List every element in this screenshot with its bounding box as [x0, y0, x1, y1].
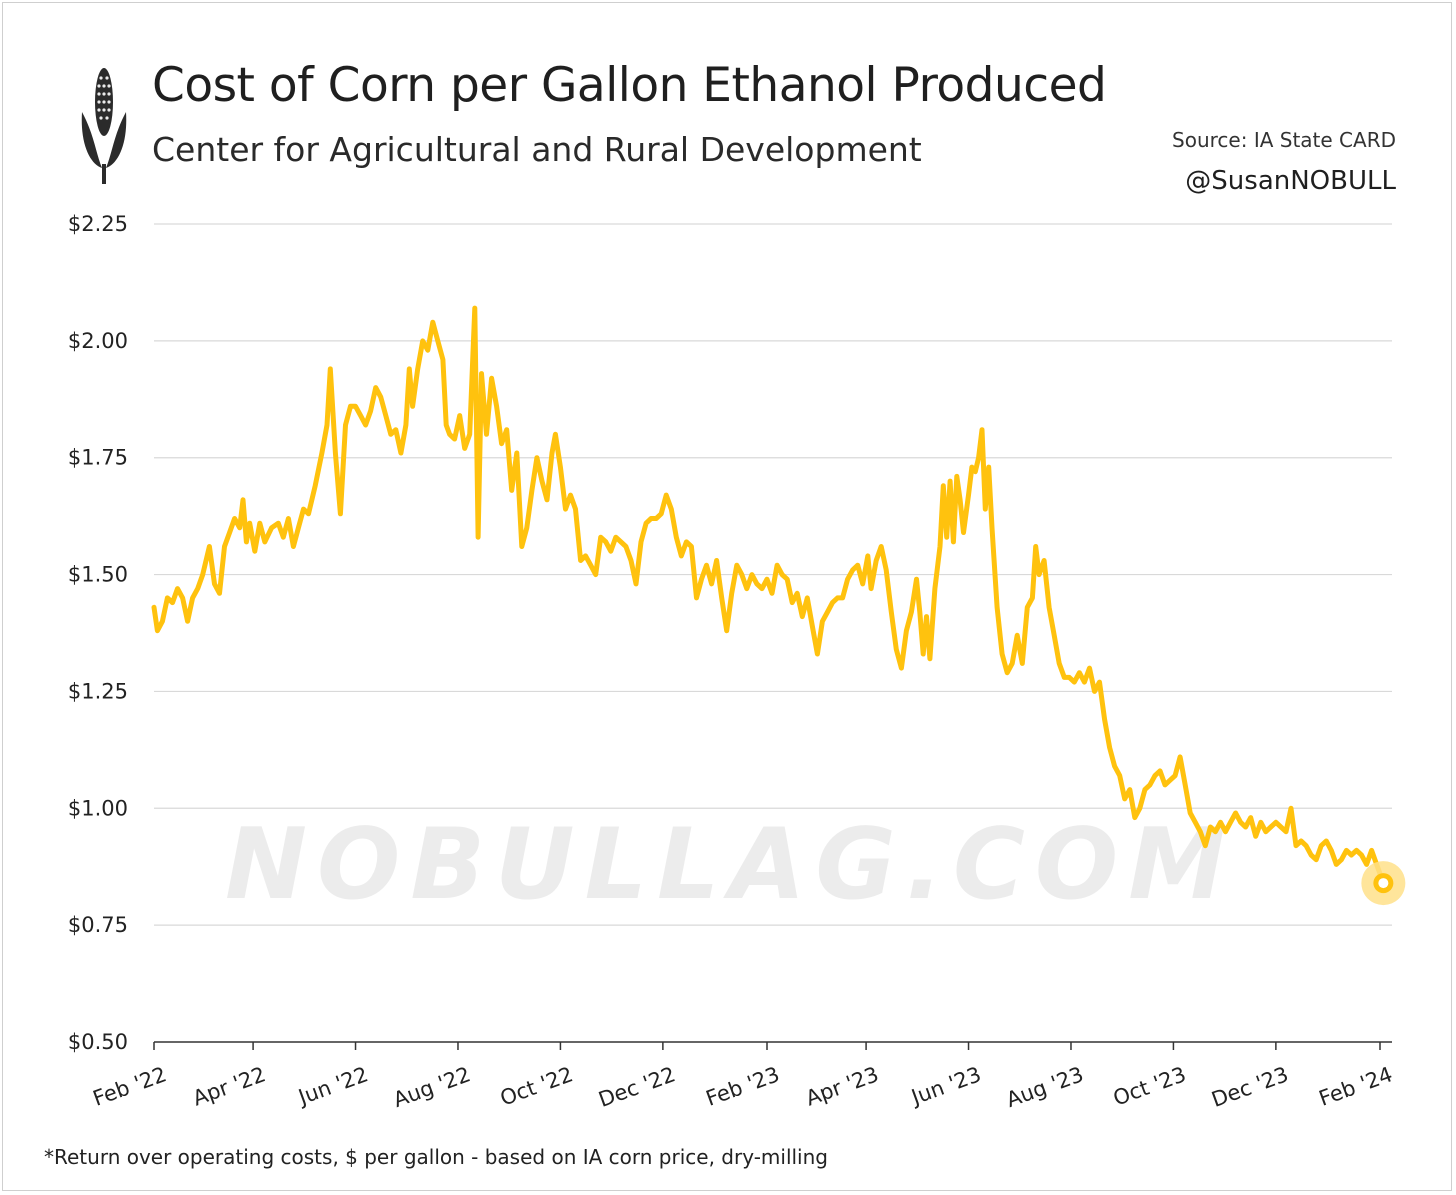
x-tick-label: Jun '23: [907, 1062, 985, 1110]
x-tick-label: Feb '22: [90, 1062, 170, 1111]
x-tick-label: Oct '23: [1110, 1062, 1189, 1110]
series-layer: [151, 305, 1406, 906]
x-tick-label: Apr '23: [803, 1062, 882, 1110]
x-tick-label: Apr '22: [190, 1062, 269, 1110]
y-tick-label: $1.00: [68, 796, 128, 820]
x-tick-label: Feb '24: [1316, 1062, 1396, 1111]
source-label: Source: IA State CARD: [1172, 128, 1396, 152]
y-tick-label: $1.25: [68, 679, 128, 703]
x-tick-label: Oct '22: [497, 1062, 576, 1110]
x-tick-label: Feb '23: [703, 1062, 783, 1111]
y-tick-label: $2.00: [68, 329, 128, 353]
x-tick-label: Aug '22: [390, 1062, 474, 1112]
watermark: NOBULLAG.COM: [225, 808, 1236, 922]
x-tick-label: Dec '23: [1208, 1062, 1291, 1112]
footnote: *Return over operating costs, $ per gall…: [44, 1145, 828, 1169]
y-tick-label: $2.25: [68, 212, 128, 236]
author-handle: @SusanNOBULL: [1185, 166, 1396, 196]
corn-icon: [81, 68, 127, 184]
y-tick-label: $0.75: [68, 913, 128, 937]
axis-layer: $0.50 $0.75 $1.00 $1.25 $1.50 $1.75 $2.00 $2.25…: [68, 212, 1396, 1112]
x-tick-label: Aug '23: [1003, 1062, 1087, 1112]
y-tick-label: $0.50: [68, 1030, 128, 1054]
chart-title: Cost of Corn per Gallon Ethanol Produced: [152, 58, 1107, 113]
chart-subtitle: Center for Agricultural and Rural Develo…: [152, 130, 922, 169]
x-tick-label: Dec '22: [595, 1062, 678, 1112]
series-line: [151, 305, 1386, 886]
x-tick-label: Jun '22: [294, 1062, 372, 1110]
y-tick-label: $1.75: [68, 446, 128, 470]
y-tick-label: $1.50: [68, 563, 128, 587]
endpoint-center: [1378, 878, 1389, 889]
